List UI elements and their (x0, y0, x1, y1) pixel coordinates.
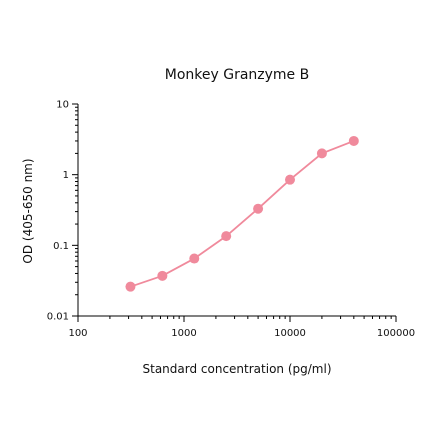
y-tick-label: 1 (63, 170, 69, 181)
data-point (348, 135, 359, 146)
chart-title: Monkey Granzyme B (165, 67, 309, 83)
data-point (253, 203, 264, 214)
y-tick-label: 0.01 (47, 312, 69, 323)
y-tick-label: 0.1 (53, 241, 69, 252)
x-tick-label: 1000 (171, 328, 196, 339)
series-line (130, 140, 355, 288)
data-point (125, 281, 136, 292)
x-tick-label: 100000 (377, 328, 415, 339)
data-point (316, 148, 327, 159)
data-point (189, 253, 200, 264)
data-series (125, 135, 359, 292)
data-point (221, 231, 232, 242)
y-axis-label: OD (405-650 nm) (21, 158, 35, 263)
data-point (285, 174, 295, 185)
x-tick-label: 100 (68, 328, 87, 339)
x-tick-label: 10000 (274, 328, 306, 339)
data-point (157, 270, 168, 281)
axis-ticks: 100 1000 10000 100000 0.01 0.1 1 10 (47, 100, 415, 340)
x-axis-label: Standard concentration (pg/ml) (143, 362, 332, 376)
y-tick-label: 10 (56, 100, 69, 111)
